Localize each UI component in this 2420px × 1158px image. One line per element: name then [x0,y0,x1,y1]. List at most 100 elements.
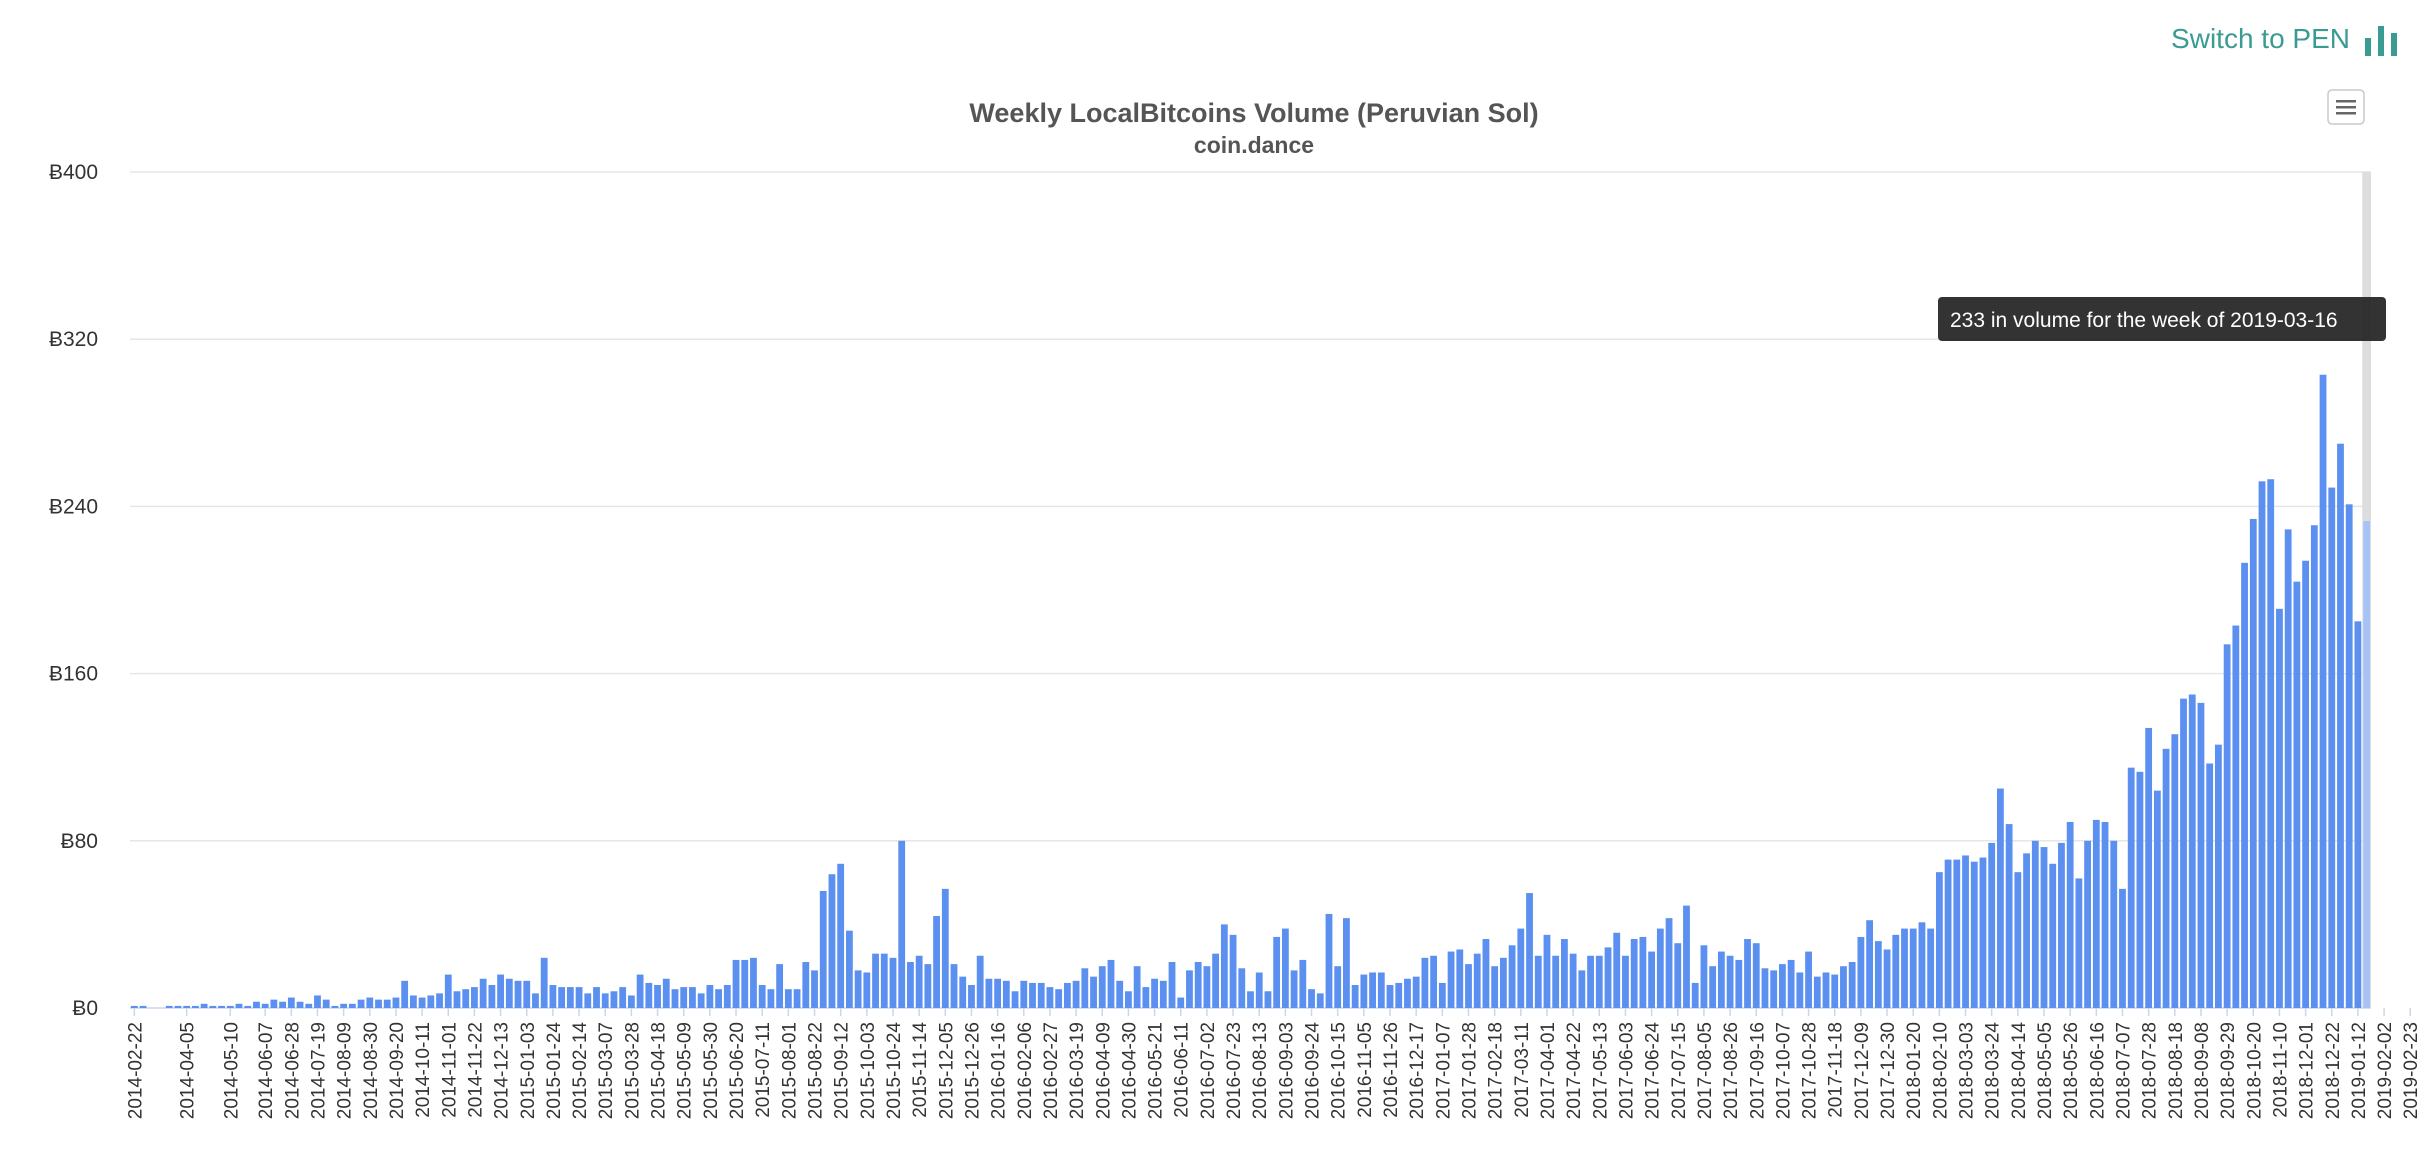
bar[interactable] [1779,964,1786,1008]
bar[interactable] [401,980,409,1008]
bar[interactable] [1935,872,1943,1008]
bar[interactable] [1316,993,1324,1008]
bar[interactable] [2005,824,2013,1008]
bar[interactable] [1517,928,1525,1008]
bar[interactable] [2232,625,2240,1008]
bar[interactable] [1055,989,1063,1008]
bar[interactable] [1630,939,1638,1008]
bar[interactable] [1595,955,1603,1008]
bar[interactable] [1744,939,1751,1008]
bar[interactable] [1840,966,1847,1008]
bar[interactable] [915,955,923,1008]
bar[interactable] [253,1001,260,1008]
bar[interactable] [776,964,784,1008]
bar[interactable] [1944,859,1952,1008]
bar[interactable] [1133,966,1141,1008]
bar[interactable] [1020,980,1028,1008]
bar[interactable] [2058,842,2065,1008]
bar[interactable] [1648,951,1656,1008]
bar[interactable] [314,995,321,1008]
bar[interactable] [1508,945,1516,1008]
bar[interactable] [1997,788,2004,1008]
bar[interactable] [1203,966,1211,1008]
bar[interactable] [383,999,391,1008]
bar[interactable] [575,987,583,1008]
bar[interactable] [200,1003,208,1008]
bar[interactable] [898,840,906,1008]
bar[interactable] [811,970,818,1008]
bar[interactable] [689,987,696,1008]
bar[interactable] [1308,989,1315,1008]
bar[interactable] [2363,521,2371,1008]
bar[interactable] [863,972,871,1008]
bar[interactable] [2302,560,2309,1008]
bar[interactable] [1395,982,1403,1008]
bar[interactable] [279,1001,286,1008]
bar[interactable] [1979,857,1987,1008]
bar[interactable] [1264,991,1272,1008]
bar[interactable] [1029,982,1036,1008]
bar[interactable] [1761,968,1769,1008]
bar[interactable] [872,953,879,1008]
bar[interactable] [1343,918,1350,1008]
bar[interactable] [1883,949,1891,1008]
bar[interactable] [1622,955,1629,1008]
bar[interactable] [1735,959,1743,1008]
bar[interactable] [1430,955,1438,1008]
bar[interactable] [802,962,810,1008]
bar[interactable] [1892,934,1900,1008]
bar[interactable] [697,993,705,1008]
bar[interactable] [296,1001,304,1008]
bar[interactable] [287,997,295,1008]
bar[interactable] [1674,943,1682,1008]
bar[interactable] [2276,608,2283,1008]
bar[interactable] [1255,972,1263,1008]
bar[interactable] [1011,991,1019,1008]
bar[interactable] [532,993,539,1008]
bar[interactable] [2092,819,2100,1008]
bar[interactable] [1098,966,1106,1008]
bar[interactable] [1822,972,1830,1008]
bar[interactable] [2188,694,2196,1009]
bar[interactable] [226,1005,234,1008]
bar[interactable] [1665,918,1673,1008]
bar[interactable] [1909,928,1917,1008]
bar[interactable] [2136,771,2144,1008]
bar[interactable] [2241,562,2248,1008]
bar[interactable] [601,993,609,1008]
bar[interactable] [758,985,766,1008]
bar[interactable] [1273,936,1281,1008]
bar[interactable] [1587,955,1594,1008]
bar[interactable] [2215,744,2222,1008]
bar[interactable] [819,890,827,1008]
bar[interactable] [854,970,862,1008]
bar[interactable] [654,985,661,1008]
bar[interactable] [1874,941,1882,1008]
bar[interactable] [2249,518,2257,1008]
bar[interactable] [1290,970,1298,1008]
bar[interactable] [2345,504,2353,1008]
bar[interactable] [1360,974,1368,1008]
bar[interactable] [837,863,845,1008]
bar[interactable] [2084,840,2091,1008]
bar[interactable] [1168,962,1176,1008]
bar[interactable] [2328,487,2336,1009]
bar[interactable] [1002,980,1010,1008]
bar[interactable] [767,989,775,1008]
bar[interactable] [2284,529,2292,1008]
bar[interactable] [209,1005,217,1008]
bar[interactable] [1229,934,1237,1008]
bar[interactable] [784,989,792,1008]
bar[interactable] [750,957,757,1008]
bar[interactable] [2267,479,2275,1009]
bar[interactable] [1177,997,1185,1008]
bar[interactable] [1220,924,1228,1008]
bar[interactable] [549,985,557,1008]
bar[interactable] [1151,978,1158,1008]
bar[interactable] [1369,972,1376,1008]
bar[interactable] [1159,980,1167,1008]
bar[interactable] [1125,991,1132,1008]
bar[interactable] [845,930,853,1008]
bar[interactable] [723,985,731,1008]
bar[interactable] [183,1005,191,1008]
